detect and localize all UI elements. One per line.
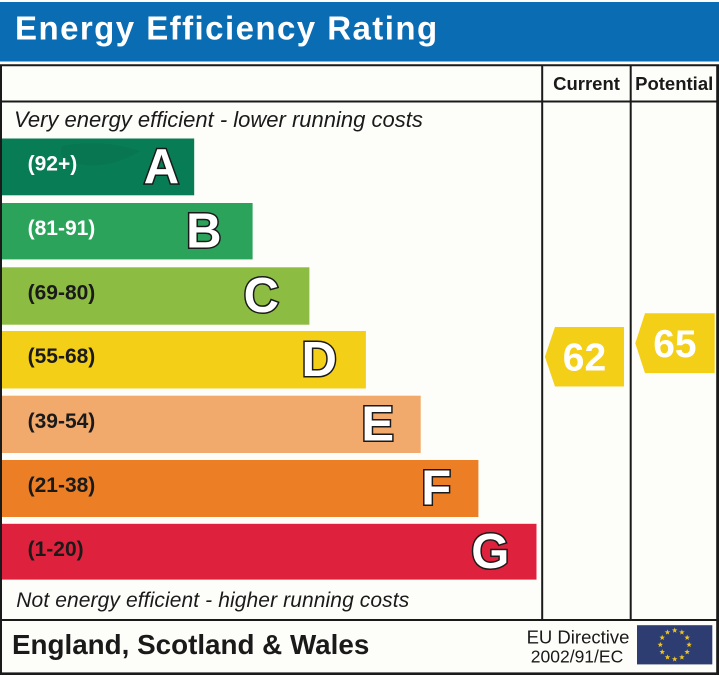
- svg-text:Energy Efficiency Rating: Energy Efficiency Rating: [15, 10, 439, 47]
- svg-text:F: F: [421, 462, 451, 516]
- svg-text:E: E: [361, 398, 394, 452]
- svg-text:England, Scotland & Wales: England, Scotland & Wales: [12, 629, 369, 660]
- svg-text:(55-68): (55-68): [28, 345, 96, 368]
- svg-text:Not energy efficient - higher: Not energy efficient - higher running co…: [16, 589, 409, 612]
- svg-text:Very energy efficient - lower: Very energy efficient - lower running co…: [14, 107, 423, 132]
- svg-text:(21-38): (21-38): [28, 474, 96, 497]
- svg-text:(92+): (92+): [28, 153, 78, 176]
- svg-text:D: D: [302, 333, 337, 387]
- svg-text:(69-80): (69-80): [28, 281, 96, 304]
- svg-text:(1-20): (1-20): [28, 538, 84, 561]
- svg-text:62: 62: [563, 337, 606, 380]
- svg-text:EU Directive: EU Directive: [527, 627, 630, 648]
- svg-text:B: B: [186, 204, 221, 258]
- svg-text:65: 65: [653, 323, 696, 366]
- svg-text:Current: Current: [553, 73, 620, 94]
- svg-text:2002/91/EC: 2002/91/EC: [531, 646, 623, 666]
- svg-text:(81-91): (81-91): [28, 217, 96, 240]
- svg-text:(39-54): (39-54): [28, 410, 96, 433]
- svg-text:G: G: [471, 525, 509, 579]
- svg-text:C: C: [244, 269, 279, 323]
- svg-text:Potential: Potential: [635, 73, 713, 94]
- svg-text:A: A: [144, 140, 179, 194]
